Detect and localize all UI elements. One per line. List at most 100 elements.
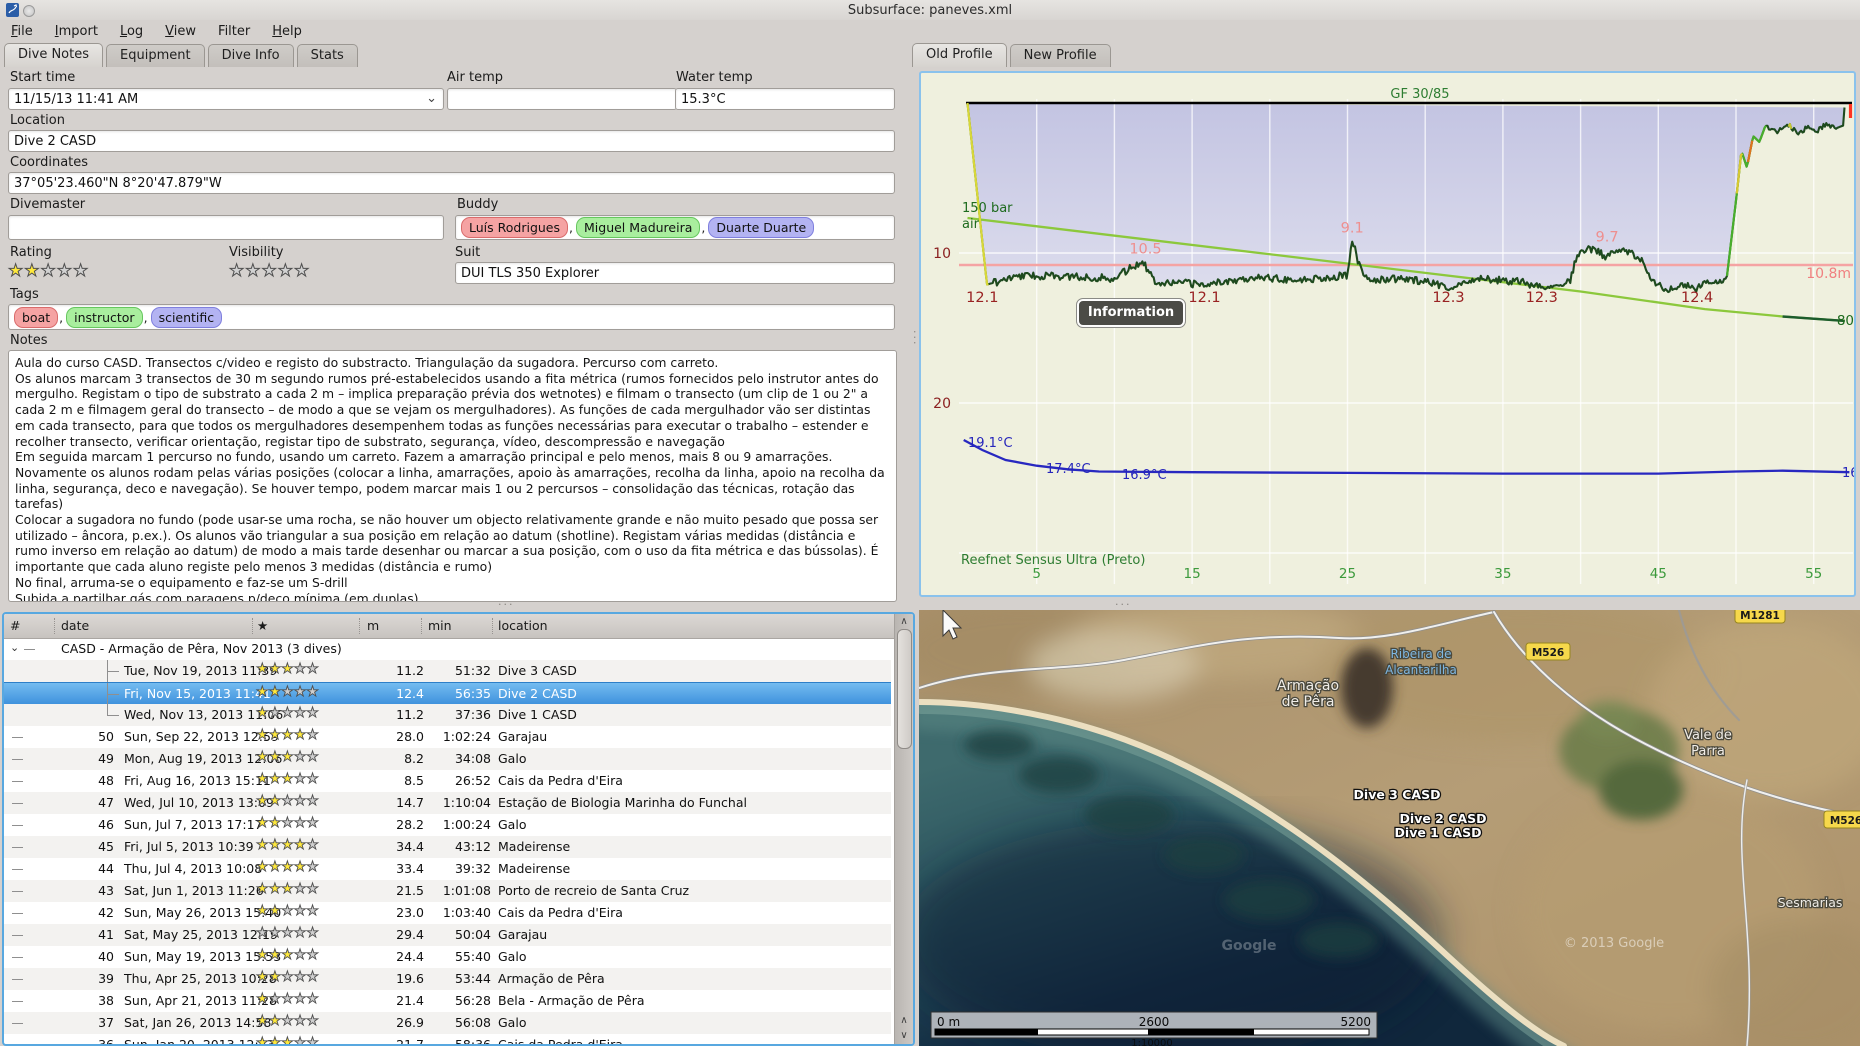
buddy-chip[interactable]: Miguel Madureira [576, 217, 701, 238]
dive-duration: 50:04 [454, 927, 491, 942]
trip-row[interactable]: ⌄ CASD - Armação de Pêra, Nov 2013 (3 div… [4, 638, 891, 660]
column-header-3[interactable]: m [367, 618, 380, 633]
star-icon: ★ [268, 991, 282, 1008]
column-header-2[interactable]: ★ [257, 618, 269, 633]
buddy-input[interactable]: Luís Rodrigues, Miguel Madureira, Duarte D… [455, 215, 895, 240]
star-icon: ★ [281, 991, 294, 1008]
dive-row[interactable]: 50 Sun, Sep 22, 2013 12:59 ★★★★★ 28.0 1:02:2… [4, 726, 891, 748]
scroll-down-icon[interactable]: ∨ [900, 1030, 908, 1041]
tab-dive-info[interactable]: Dive Info [207, 44, 294, 67]
dive-row[interactable]: 42 Sun, May 26, 2013 15:40 ★★★★★ 23.0 1:03:4… [4, 902, 891, 924]
rating-stars[interactable]: ★★★★★ [7, 261, 90, 281]
dive-row[interactable]: 39 Thu, Apr 25, 2013 10:28 ★★★★★ 19.6 53:44 A… [4, 968, 891, 990]
divemaster-input[interactable] [8, 215, 444, 240]
chevron-down-icon[interactable]: ⌄ [426, 91, 437, 106]
peak-depth-label: 9.7 [1595, 230, 1618, 246]
star-icon[interactable]: ★ [228, 261, 246, 281]
dive-row[interactable]: Tue, Nov 19, 2013 11:39 ★★★★★ 11.2 51:32 Div… [4, 660, 891, 682]
tag-chip[interactable]: boat [14, 306, 59, 328]
star-icon: ★ [306, 925, 319, 942]
dive-rating-stars: ★★★★★ [256, 837, 320, 854]
star-icon[interactable]: ★ [245, 261, 262, 281]
star-icon[interactable]: ★ [56, 261, 73, 281]
dive-row[interactable]: 44 Thu, Jul 4, 2013 10:08 ★★★★★ 33.4 39:32 Ma… [4, 858, 891, 880]
scale-label: 5200 [1340, 1015, 1371, 1029]
column-header-0[interactable]: # [10, 618, 21, 633]
menu-file[interactable]: File [11, 24, 33, 39]
coordinates-input[interactable]: 37°05'23.460"N 8°20'47.879"W [8, 172, 895, 194]
dive-list-scrollbar[interactable]: ∧ ∧ ∨ [894, 614, 913, 1044]
star-icon: ★ [293, 793, 307, 810]
dive-row[interactable]: Wed, Nov 13, 2013 11:06 ★★★★★ 11.2 37:36 Div… [4, 704, 891, 726]
map-wetland [1341, 648, 1683, 820]
notes-textarea[interactable]: Aula do curso CASD. Transectos c/video e… [8, 350, 897, 602]
dive-row[interactable]: 37 Sat, Jan 26, 2013 14:58 ★★★★★ 26.9 56:08 G… [4, 1012, 891, 1034]
scroll-up-icon[interactable]: ∧ [900, 1015, 908, 1026]
location-input[interactable]: Dive 2 CASD [8, 130, 895, 152]
column-header-5[interactable]: location [498, 618, 548, 633]
star-icon: ★ [281, 1013, 294, 1030]
dive-row[interactable]: 47 Wed, Jul 10, 2013 13:09 ★★★★★ 14.7 1:10:0… [4, 792, 891, 814]
information-tooltip[interactable]: Information [1076, 298, 1186, 328]
road-badge-label: M1281 [1740, 610, 1780, 622]
suit-input[interactable]: DUI TLS 350 Explorer [455, 262, 895, 284]
star-icon[interactable]: ★ [24, 261, 41, 281]
visibility-stars[interactable]: ★★★★★ [228, 261, 311, 281]
menu-import[interactable]: Import [54, 24, 98, 39]
dive-row[interactable]: 48 Fri, Aug 16, 2013 15:11 ★★★★★ 8.5 26:52 Ca… [4, 770, 891, 792]
splitter-handle[interactable]: ··· [908, 330, 921, 347]
menu-help[interactable]: Help [272, 24, 302, 39]
splitter-handle[interactable]: ··· [1115, 598, 1132, 611]
start-time-input[interactable]: 11/15/13 11:41 AM ⌄ [8, 88, 444, 110]
menu-view[interactable]: View [165, 24, 197, 39]
star-icon[interactable]: ★ [293, 261, 311, 281]
map-place-label: Sesmarias [1778, 895, 1843, 910]
dive-row[interactable]: 36 Sun, Jan 20, 2013 12:33 ★★★★★ 21.7 58:36 C… [4, 1034, 891, 1044]
scrollbar-thumb[interactable] [897, 629, 912, 749]
splitter-handle[interactable]: ··· [498, 598, 515, 611]
tab-new-profile[interactable]: New Profile [1009, 44, 1111, 67]
star-icon[interactable]: ★ [7, 261, 25, 281]
tab-stats[interactable]: Stats [296, 44, 358, 67]
tab-equipment[interactable]: Equipment [106, 44, 205, 67]
star-icon: ★ [256, 991, 269, 1008]
dive-row[interactable]: 45 Fri, Jul 5, 2013 10:39 ★★★★★ 34.4 43:12 Ma… [4, 836, 891, 858]
dive-date: Fri, Jul 5, 2013 10:39 [124, 839, 254, 854]
dive-row[interactable]: Fri, Nov 15, 2013 11:41 ★★★★★ 12.4 56:35 Div… [4, 682, 891, 705]
titlebar-button-icon[interactable] [23, 5, 35, 17]
dive-row[interactable]: 46 Sun, Jul 7, 2013 17:17 ★★★★★ 28.2 1:00:24… [4, 814, 891, 836]
tab-dive-notes[interactable]: Dive Notes [4, 43, 103, 67]
star-icon[interactable]: ★ [72, 261, 90, 281]
star-icon[interactable]: ★ [261, 261, 278, 281]
menu-filter[interactable]: Filter [218, 24, 251, 39]
dive-row[interactable]: 40 Sun, May 19, 2013 15:53 ★★★★★ 24.4 55:40 G… [4, 946, 891, 968]
dive-site-map[interactable]: Armação de Pêra Ribeira de Alcantarilha Vale… [919, 610, 1860, 1046]
star-icon: ★ [306, 661, 319, 678]
star-icon[interactable]: ★ [277, 261, 294, 281]
dive-row[interactable]: 38 Sun, Apr 21, 2013 11:28 ★★★★★ 21.4 56:28 B… [4, 990, 891, 1012]
dive-location: Galo [498, 751, 527, 766]
scroll-up-icon[interactable]: ∧ [900, 616, 908, 627]
tag-chip[interactable]: instructor [66, 306, 143, 328]
gas-label: air [962, 217, 980, 232]
dive-row[interactable]: 41 Sat, May 25, 2013 12:19 ★★★★★ 29.4 50:04 G… [4, 924, 891, 946]
buddy-chip[interactable]: Duarte Duarte [708, 217, 815, 238]
dive-row[interactable]: 43 Sat, Jun 1, 2013 11:26 ★★★★★ 21.5 1:01:08… [4, 880, 891, 902]
dive-number: 45 [98, 839, 114, 854]
air-temp-input[interactable] [447, 88, 677, 110]
column-header-1[interactable]: date [61, 618, 90, 633]
column-header-4[interactable]: min [428, 618, 452, 633]
dive-row[interactable]: 49 Mon, Aug 19, 2013 12:06 ★★★★★ 8.2 34:08 Ga… [4, 748, 891, 770]
tag-chip[interactable]: scientific [150, 306, 223, 328]
tab-old-profile[interactable]: Old Profile [912, 43, 1007, 67]
time-axis-tick: 35 [1494, 566, 1511, 582]
tags-input[interactable]: boat, instructor, scientific [8, 304, 895, 330]
star-icon: ★ [293, 749, 307, 766]
menu-log[interactable]: Log [119, 24, 144, 39]
expander-icon[interactable]: ⌄ [10, 641, 20, 654]
dive-depth: 29.4 [396, 927, 424, 942]
water-temp-input[interactable]: 15.3°C [675, 88, 895, 110]
star-icon[interactable]: ★ [40, 261, 57, 281]
buddy-chip[interactable]: Luís Rodrigues [461, 217, 569, 238]
